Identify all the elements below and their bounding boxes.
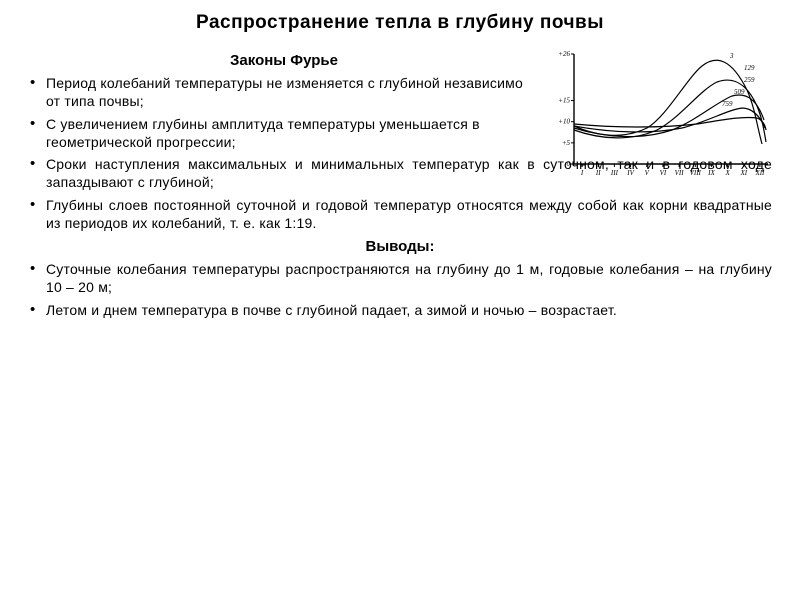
law-item: С увеличением глубины амплитуда температ… (28, 116, 540, 151)
law-item: Сроки наступления максимальных и минимал… (28, 156, 772, 191)
svg-text:259: 259 (744, 76, 755, 84)
law-item: Глубины слоев постоянной суточной и годо… (28, 197, 772, 232)
svg-text:+10: +10 (558, 118, 570, 126)
conclusion-item: Летом и днем температура в почве с глуби… (28, 302, 772, 320)
law-item: Период колебаний температуры не изменяет… (28, 75, 540, 110)
page-title: Распространение тепла в глубину почвы (28, 12, 772, 34)
svg-text:129: 129 (744, 64, 755, 72)
svg-text:509: 509 (734, 88, 745, 96)
laws-heading: Законы Фурье (28, 52, 540, 69)
svg-text:759: 759 (722, 100, 733, 108)
svg-text:3: 3 (729, 52, 734, 60)
conclusion-item: Суточные колебания температуры распростр… (28, 261, 772, 296)
conclusions-list: Суточные колебания температуры распростр… (28, 261, 772, 320)
conclusions-heading: Выводы: (28, 238, 772, 255)
svg-text:+15: +15 (558, 97, 570, 105)
laws-upper-list: Период колебаний температуры не изменяет… (28, 75, 540, 151)
svg-text:+26: +26 (558, 50, 570, 58)
laws-lower-list: Сроки наступления максимальных и минимал… (28, 156, 772, 232)
svg-text:+5: +5 (562, 139, 571, 147)
